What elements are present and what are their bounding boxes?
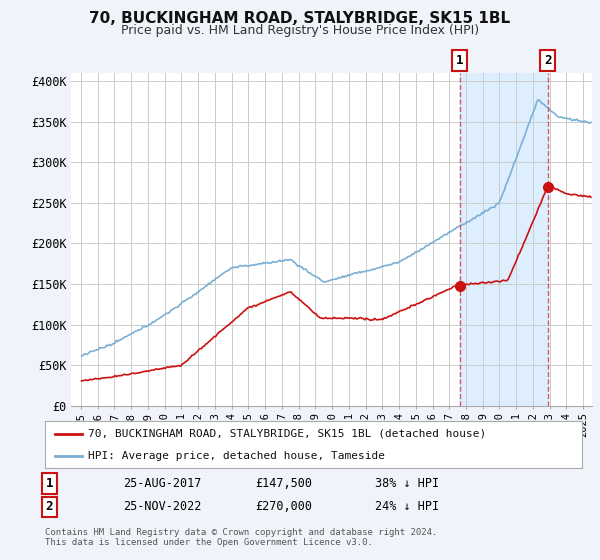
Text: £270,000: £270,000 (255, 500, 312, 514)
Bar (460, 73, 548, 406)
Text: 2: 2 (544, 54, 551, 67)
Text: 25-NOV-2022: 25-NOV-2022 (123, 500, 202, 514)
Text: 1: 1 (46, 477, 53, 490)
Text: 70, BUCKINGHAM ROAD, STALYBRIDGE, SK15 1BL (detached house): 70, BUCKINGHAM ROAD, STALYBRIDGE, SK15 1… (88, 428, 486, 438)
Text: £147,500: £147,500 (255, 477, 312, 490)
Text: Contains HM Land Registry data © Crown copyright and database right 2024.
This d: Contains HM Land Registry data © Crown c… (45, 528, 437, 547)
Text: 38% ↓ HPI: 38% ↓ HPI (375, 477, 439, 490)
Text: HPI: Average price, detached house, Tameside: HPI: Average price, detached house, Tame… (88, 451, 385, 461)
Text: 1: 1 (456, 54, 463, 67)
Text: Price paid vs. HM Land Registry's House Price Index (HPI): Price paid vs. HM Land Registry's House … (121, 24, 479, 36)
Text: 24% ↓ HPI: 24% ↓ HPI (375, 500, 439, 514)
Text: 25-AUG-2017: 25-AUG-2017 (123, 477, 202, 490)
Text: 2: 2 (46, 500, 53, 514)
Text: 70, BUCKINGHAM ROAD, STALYBRIDGE, SK15 1BL: 70, BUCKINGHAM ROAD, STALYBRIDGE, SK15 1… (89, 11, 511, 26)
